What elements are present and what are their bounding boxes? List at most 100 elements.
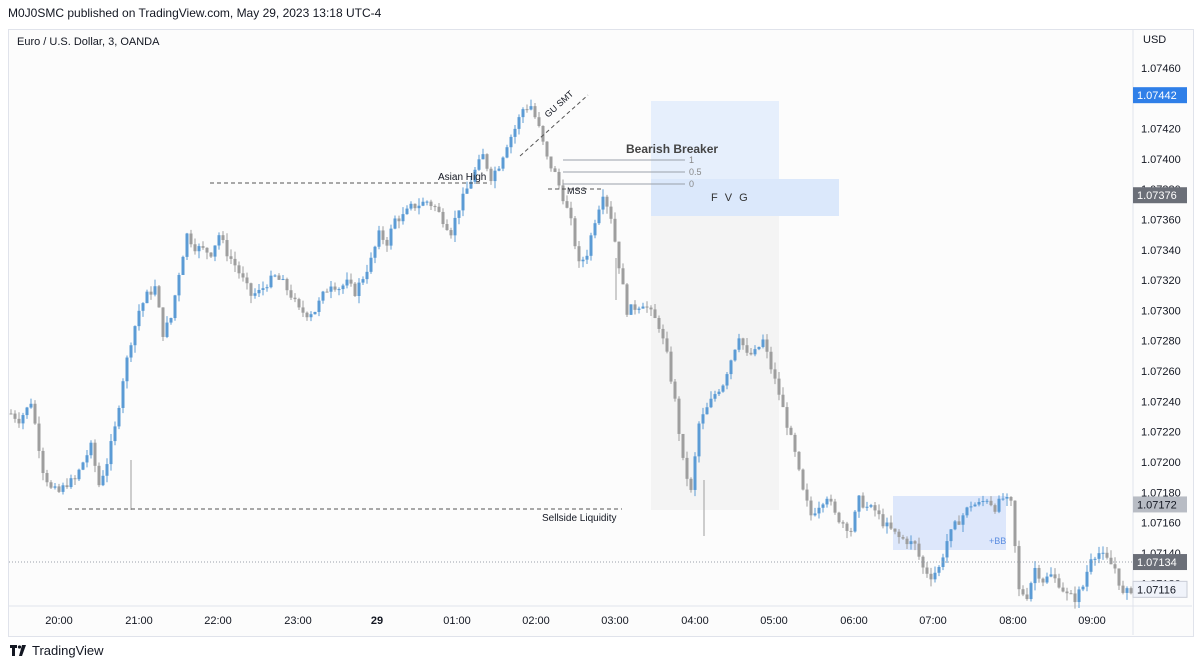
candle-body: [769, 351, 773, 370]
candle-body: [229, 256, 233, 259]
candle-body: [725, 374, 729, 386]
price-badge: [1133, 496, 1187, 513]
bb-label: +BB: [989, 536, 1006, 546]
fvg-label: F V G: [711, 192, 750, 204]
candle-body: [473, 169, 477, 182]
candle-body: [177, 274, 181, 296]
candle-body: [385, 239, 389, 246]
candle-body: [557, 171, 561, 186]
candle-body: [441, 211, 445, 225]
candle-body: [353, 283, 357, 296]
candle-body: [357, 282, 361, 296]
candle-body: [773, 369, 777, 379]
candle-body: [57, 486, 61, 492]
y-tick-label: 1.07160: [1141, 518, 1181, 530]
x-tick-label: 04:00: [681, 615, 709, 627]
candle-body: [461, 193, 465, 211]
candle-body: [477, 159, 481, 170]
candle-body: [633, 304, 637, 310]
candle-body: [393, 218, 397, 229]
price-badge-label: 1.07134: [1137, 557, 1177, 569]
price-badge-label: 1.07116: [1137, 584, 1176, 596]
price-badge: [1133, 554, 1187, 571]
candle-body: [1029, 583, 1033, 600]
candle-body: [1017, 546, 1021, 590]
candle-body: [277, 275, 281, 280]
candle-body: [345, 279, 349, 286]
candle-body: [713, 394, 717, 399]
mss-label: MSS: [567, 186, 587, 196]
candle-body: [741, 338, 745, 346]
candle-body: [285, 278, 289, 291]
candle-body: [857, 495, 861, 512]
candle-body: [625, 284, 629, 315]
candle-body: [1053, 574, 1057, 579]
candle-body: [417, 205, 421, 209]
candle-body: [213, 245, 217, 257]
candle-body: [549, 156, 553, 169]
candle-body: [21, 415, 25, 424]
candle-body: [533, 106, 537, 118]
candle-body: [1025, 594, 1029, 600]
candle-body: [745, 345, 749, 353]
candle-body: [153, 286, 157, 295]
candle-body: [97, 465, 101, 486]
candle-body: [677, 398, 681, 434]
x-tick-label: 09:00: [1078, 615, 1106, 627]
candle-body: [697, 423, 701, 457]
candle-body: [1125, 588, 1129, 593]
candle-body: [233, 258, 237, 266]
fib-label: 0: [689, 179, 694, 189]
candle-body: [565, 201, 569, 208]
candle-body: [1073, 593, 1077, 603]
candle-body: [637, 308, 641, 310]
tradingview-logo-icon: [10, 645, 26, 656]
candle-body: [189, 233, 193, 245]
candle-body: [729, 360, 733, 375]
candle-body: [1065, 591, 1069, 594]
candle-body: [269, 275, 273, 288]
candle-body: [1037, 567, 1041, 579]
x-tick-label: 02:00: [522, 615, 550, 627]
tradingview-brand[interactable]: TradingView: [10, 643, 104, 658]
candle-body: [433, 206, 437, 208]
candle-body: [265, 287, 269, 289]
candle-body: [689, 478, 693, 490]
candle-body: [757, 346, 761, 350]
candle-body: [1061, 587, 1065, 592]
candle-body: [321, 291, 325, 301]
candle-body: [717, 391, 721, 395]
candle-body: [889, 522, 893, 529]
candle-body: [241, 273, 245, 278]
candle-body: [981, 501, 985, 503]
candle-body: [1121, 585, 1125, 593]
candle-body: [81, 462, 85, 470]
candle-body: [261, 288, 265, 290]
x-tick-label: 23:00: [284, 615, 312, 627]
candle-body: [913, 541, 917, 544]
candle-body: [873, 505, 877, 511]
candle-body: [805, 489, 809, 501]
candle-body: [829, 498, 833, 502]
sellside-liquidity-label: Sellside Liquidity: [542, 513, 617, 524]
candle-body: [317, 300, 321, 312]
candle-body: [537, 117, 541, 126]
candle-body: [329, 286, 333, 292]
x-tick-label: 01:00: [443, 615, 471, 627]
candle-body: [297, 299, 301, 308]
candle-body: [897, 531, 901, 538]
candle-body: [169, 318, 173, 323]
candle-body: [1057, 578, 1061, 588]
candle-body: [333, 286, 337, 290]
candle-body: [41, 450, 45, 474]
candle-body: [581, 259, 585, 262]
candle-body: [373, 246, 377, 258]
candle-body: [925, 567, 929, 574]
candle-body: [733, 349, 737, 361]
candle-body: [121, 381, 125, 408]
candle-body: [721, 385, 725, 392]
candle-body: [53, 486, 57, 488]
candle-body: [841, 522, 845, 524]
symbol-title: Euro / U.S. Dollar, 3, OANDA: [17, 36, 160, 48]
